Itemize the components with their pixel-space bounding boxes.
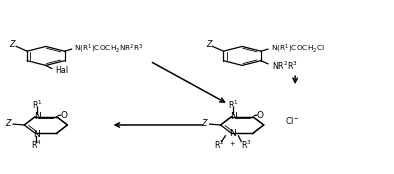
Text: Z: Z bbox=[9, 40, 15, 49]
Text: Z: Z bbox=[206, 40, 211, 49]
Text: R$^2$: R$^2$ bbox=[214, 138, 225, 151]
Text: O: O bbox=[256, 111, 264, 120]
Text: Hal: Hal bbox=[56, 66, 69, 75]
Text: N: N bbox=[33, 130, 40, 139]
Text: Z: Z bbox=[5, 119, 11, 128]
Text: Z: Z bbox=[201, 119, 207, 128]
Text: +: + bbox=[230, 141, 235, 147]
Text: N(R$^1$)COCH$_2$Cl: N(R$^1$)COCH$_2$Cl bbox=[271, 42, 324, 55]
Text: NR$^2$R$^3$: NR$^2$R$^3$ bbox=[272, 59, 298, 72]
Text: N: N bbox=[229, 129, 236, 138]
Text: N: N bbox=[230, 112, 237, 121]
Text: Cl$^-$: Cl$^-$ bbox=[284, 115, 300, 126]
Text: R$^4$: R$^4$ bbox=[31, 138, 42, 151]
Text: R$^3$: R$^3$ bbox=[241, 138, 252, 151]
Text: R$^1$: R$^1$ bbox=[32, 98, 43, 111]
Text: R$^1$: R$^1$ bbox=[228, 98, 239, 111]
Text: N: N bbox=[33, 112, 41, 121]
Text: O: O bbox=[60, 111, 67, 120]
Text: N(R$^1$)COCH$_2$NR$^2$R$^3$: N(R$^1$)COCH$_2$NR$^2$R$^3$ bbox=[74, 42, 143, 55]
